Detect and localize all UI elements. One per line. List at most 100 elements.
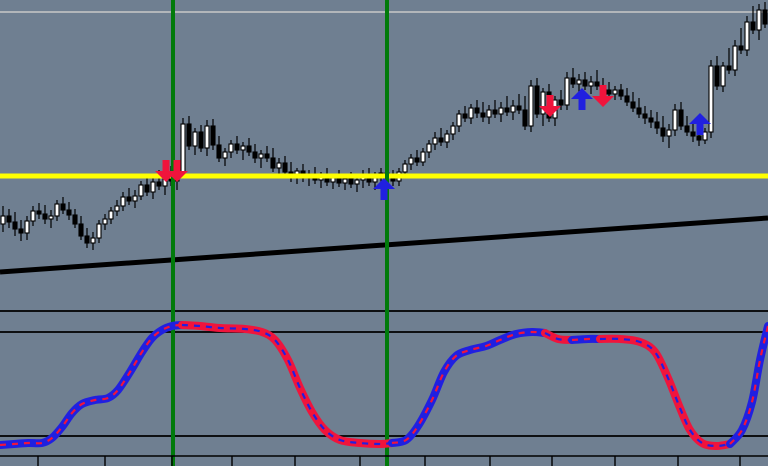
sell-signal-arrow-icon-1[interactable] bbox=[166, 160, 188, 182]
candle-body bbox=[726, 65, 732, 71]
candle-body bbox=[558, 99, 564, 106]
sell-signal-arrow-icon-3[interactable] bbox=[539, 95, 561, 117]
candle-body bbox=[456, 113, 462, 127]
candle-body bbox=[36, 210, 42, 215]
candle-body bbox=[246, 145, 252, 153]
candle-body bbox=[132, 195, 138, 202]
candle-body bbox=[606, 89, 612, 95]
candle-body bbox=[450, 125, 456, 135]
candle-body bbox=[720, 65, 726, 87]
candle-body bbox=[444, 133, 450, 143]
candle-body bbox=[660, 127, 666, 137]
candle-body bbox=[216, 144, 222, 159]
candle-body bbox=[702, 131, 708, 141]
candle-body bbox=[564, 77, 570, 106]
candle-body bbox=[204, 125, 210, 149]
candle-body bbox=[570, 77, 576, 85]
candle-body bbox=[336, 177, 342, 184]
candle-body bbox=[468, 107, 474, 119]
candle-body bbox=[420, 151, 426, 163]
candle-body bbox=[582, 79, 588, 87]
buy-signal-arrow-icon-2[interactable] bbox=[373, 178, 395, 200]
candle-body bbox=[648, 117, 654, 123]
candle-body bbox=[90, 237, 96, 244]
candle-body bbox=[762, 9, 768, 25]
candle-body bbox=[756, 9, 762, 31]
vertical-marker-lines[interactable] bbox=[171, 0, 389, 466]
candle-body bbox=[114, 205, 120, 212]
candle-body bbox=[54, 203, 60, 217]
candle-body bbox=[714, 65, 720, 87]
candle-body bbox=[576, 79, 582, 85]
candle-body bbox=[210, 125, 216, 146]
candle-body bbox=[480, 112, 486, 118]
time-axis-ticks[interactable] bbox=[37, 456, 741, 466]
candle-body bbox=[372, 177, 378, 183]
candle-body bbox=[618, 89, 624, 97]
candle-body bbox=[108, 210, 114, 220]
candle-body bbox=[102, 218, 108, 225]
candle-body bbox=[252, 151, 258, 159]
candle-body bbox=[264, 153, 270, 159]
candle-body bbox=[270, 157, 276, 169]
candle-body bbox=[408, 157, 414, 165]
candle-body bbox=[192, 131, 198, 147]
candle-body bbox=[732, 45, 738, 71]
candle-body bbox=[636, 107, 642, 115]
candle-body bbox=[540, 91, 546, 115]
candle-body bbox=[432, 137, 438, 145]
candle-body bbox=[30, 210, 36, 222]
buy-signal-arrow-icon-4[interactable] bbox=[571, 88, 593, 110]
oscillator-core-bull bbox=[729, 325, 768, 445]
candle-body bbox=[522, 109, 528, 127]
candle-body bbox=[228, 143, 234, 153]
candle-body bbox=[588, 81, 594, 87]
oscillator-line[interactable] bbox=[0, 321, 768, 451]
candle-body bbox=[414, 157, 420, 163]
candle-body bbox=[462, 113, 468, 119]
oscillator-core-bear bbox=[181, 323, 393, 446]
candle-body bbox=[486, 109, 492, 118]
candle-body bbox=[348, 178, 354, 185]
oscillator-core-bull bbox=[391, 330, 546, 445]
candle-body bbox=[156, 181, 162, 187]
candle-body bbox=[630, 101, 636, 109]
candle-body bbox=[474, 107, 480, 114]
candle-body bbox=[402, 163, 408, 173]
candle-body bbox=[330, 177, 336, 183]
candle-body bbox=[672, 109, 678, 131]
candle-body bbox=[612, 89, 618, 95]
oscillator-core-bear bbox=[599, 337, 731, 448]
candle-body bbox=[48, 215, 54, 220]
candle-body bbox=[186, 123, 192, 147]
signal-arrows[interactable] bbox=[155, 85, 711, 200]
candle-body bbox=[510, 105, 516, 113]
candle-body bbox=[42, 213, 48, 220]
candle-body bbox=[342, 178, 348, 184]
candle-body bbox=[492, 109, 498, 115]
candle-body bbox=[234, 143, 240, 151]
candle-body bbox=[6, 215, 12, 223]
trend-line[interactable] bbox=[0, 215, 768, 275]
candle-body bbox=[240, 145, 246, 151]
candle-body bbox=[696, 135, 702, 141]
candle-body bbox=[78, 223, 84, 237]
candle-body bbox=[690, 131, 696, 137]
candle-body bbox=[222, 151, 228, 159]
candle-body bbox=[276, 162, 282, 169]
sell-signal-arrow-icon-5[interactable] bbox=[592, 85, 614, 107]
buy-signal-arrow-icon-6[interactable] bbox=[689, 113, 711, 135]
candle-body bbox=[60, 203, 66, 211]
candle-body bbox=[516, 105, 522, 111]
candle-body bbox=[426, 143, 432, 153]
candle-body bbox=[12, 221, 18, 230]
candle-body bbox=[708, 65, 714, 133]
candle-body bbox=[198, 131, 204, 149]
candle-body bbox=[354, 179, 360, 185]
candle-body bbox=[750, 21, 756, 31]
candle-body bbox=[642, 113, 648, 119]
candle-body bbox=[144, 184, 150, 193]
candle-body bbox=[138, 184, 144, 197]
